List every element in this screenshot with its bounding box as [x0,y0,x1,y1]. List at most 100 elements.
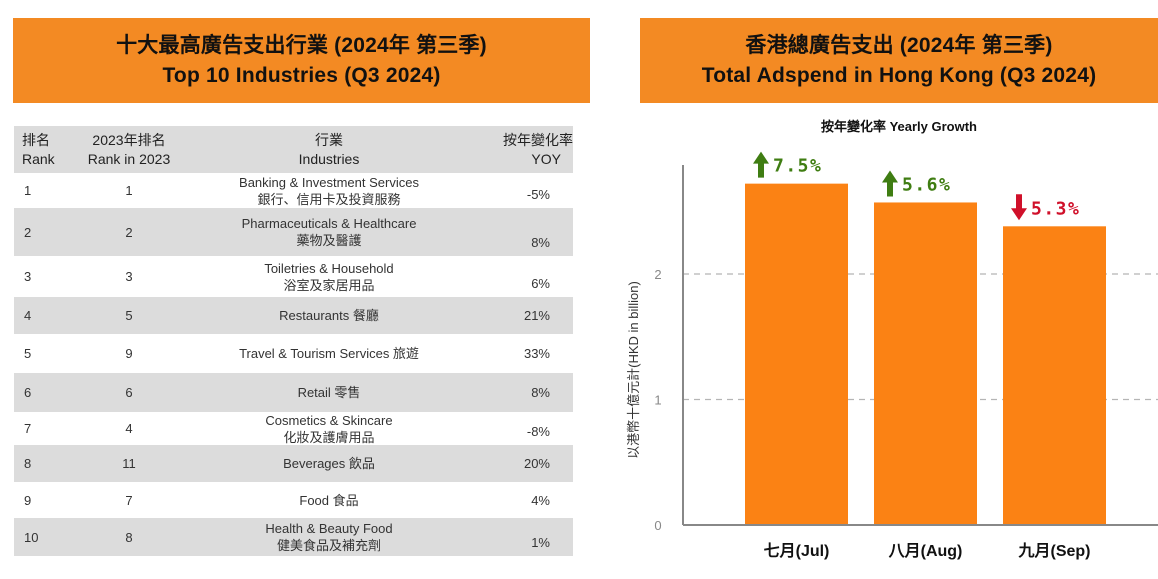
industry-cell: Cosmetics & Skincare 化妝及護膚用品 [184,412,474,445]
header-rank: 排名 Rank [22,126,62,173]
table-row: 8 11 Beverages 飲品 20% [14,445,573,482]
y-tick-label: 1 [654,393,661,408]
header-industry-zh: 行業 [315,131,343,148]
yoy-cell: 21% [523,308,550,323]
total-adspend-title-en: Total Adspend in Hong Kong (Q3 2024) [701,63,1097,87]
header-rank-2023: 2023年排名 Rank in 2023 [84,126,174,173]
yoy-data-label: 7.5% [773,156,822,177]
yoy-cell: 8% [531,235,550,250]
industry-cell: Health & Beauty Food 健美食品及補充劑 [184,518,474,556]
yoy-cell: 1% [531,535,550,550]
header-yoy-en: YOY [531,150,561,167]
arrow-up-icon [753,151,769,178]
industry-name-en: Toiletries & Household [264,260,394,276]
rank-cell: 7 [24,421,32,436]
rank-2023-cell: 6 [125,385,133,400]
yoy-cell: 20% [523,456,550,471]
rank-2023-cell: 2 [125,224,133,240]
table-row: 2 2 Pharmaceuticals & Healthcare 藥物及醫護 8% [14,208,573,256]
yoy-cell: -8% [526,424,550,439]
yoy-cell: -5% [526,187,550,202]
top-industries-title-zh: 十大最高廣告支出行業 (2024年 第三季) [116,33,487,57]
rank-2023-cell: 7 [125,492,133,508]
industry-name-zh: 化妝及護膚用品 [283,429,375,445]
arrow-up-icon [882,170,898,197]
rank-2023-cell: 5 [125,308,133,323]
rank-cell: 5 [24,346,32,361]
y-axis-title: 以港幣十億元計(HKD in billion) [626,281,641,459]
adspend-bar-chart: 0 1 2 七月(Jul) 八月(Aug) 九月(Sep) 7.5% 5.6% 5.3% 以港幣十… [626,151,1158,560]
yoy-cell: 6% [531,276,550,291]
industry-cell: Retail 零售 [184,373,474,412]
table-header-row: 排名 Rank 2023年排名 Rank in 2023 行業 Industri… [14,126,573,173]
top-industries-title-en: Top 10 Industries (Q3 2024) [162,63,441,87]
rank-2023-cell: 3 [125,269,133,284]
x-category-label: 九月(Sep) [1017,542,1090,560]
header-yoy: 按年變化率 YOY [482,126,573,173]
rank-cell: 8 [24,456,32,471]
industry-name-en: Banking & Investment Services [239,174,419,190]
rank-2023-cell: 11 [122,456,136,471]
table-row: 4 5 Restaurants 餐廳 21% [14,297,573,334]
rank-cell: 4 [24,308,32,323]
industry-name-en: Health & Beauty Food [265,521,393,536]
header-rank-zh: 排名 [22,131,50,148]
chart-title: 按年變化率 Yearly Growth [820,119,978,134]
rank-2023-cell: 1 [125,183,133,198]
industry-name-zh: 浴室及家居用品 [283,277,375,293]
industry-cell: Pharmaceuticals & Healthcare 藥物及醫護 [184,208,474,256]
industry-name-en: Beverages 飲品 [283,456,375,471]
industry-name-en: Pharmaceuticals & Healthcare [241,216,417,231]
rank-2023-cell: 9 [125,346,133,361]
yoy-cell: 33% [523,346,550,361]
industry-name-en: Retail 零售 [297,385,361,400]
industry-name-zh: 藥物及醫護 [296,233,362,248]
industry-name-zh: 健美食品及補充劑 [276,538,381,553]
industry-cell: Travel & Tourism Services 旅遊 [184,334,474,373]
table-row: 6 6 Retail 零售 8% [14,373,573,412]
header-industry-en: Industries [298,150,360,167]
industry-cell: Banking & Investment Services 銀行、信用卡及投資服務 [184,173,474,208]
industry-name-en: Cosmetics & Skincare [265,412,393,428]
industry-name-zh: 銀行、信用卡及投資服務 [257,191,401,207]
table-row: 10 8 Health & Beauty Food 健美食品及補充劑 1% [14,518,573,556]
top-industries-banner: 十大最高廣告支出行業 (2024年 第三季) Top 10 Industries… [13,18,590,103]
header-yoy-zh: 按年變化率 [503,131,573,148]
table-row: 3 3 Toiletries & Household 浴室及家居用品 6% [14,256,573,297]
yoy-data-label: 5.6% [902,174,951,195]
rank-2023-cell: 4 [125,421,133,436]
table-row: 1 1 Banking & Investment Services 銀行、信用卡及投資… [14,173,573,208]
bar-0 [745,183,848,525]
y-tick-label: 2 [654,267,661,282]
x-category-label: 七月(Jul) [764,542,830,560]
yoy-cell: 8% [531,385,550,400]
rank-cell: 9 [24,492,32,508]
total-adspend-title-zh: 香港總廣告支出 (2024年 第三季) [745,33,1053,57]
header-rank-2023-zh: 2023年排名 [92,131,166,148]
rank-cell: 10 [24,529,39,545]
bar-1 [874,202,977,525]
header-industry: 行業 Industries [184,126,474,173]
rank-cell: 3 [24,269,32,284]
rank-2023-cell: 8 [125,529,133,545]
industry-name-en: Restaurants 餐廳 [279,308,379,323]
yoy-data-label: 5.3% [1031,198,1080,219]
industry-cell: Toiletries & Household 浴室及家居用品 [184,256,474,297]
header-rank-en: Rank [22,150,55,167]
yoy-cell: 4% [531,492,550,508]
industry-cell: Food 食品 [184,482,474,518]
table-row: 5 9 Travel & Tourism Services 旅遊 33% [14,334,573,373]
arrow-down-icon [1011,194,1027,221]
total-adspend-banner: 香港總廣告支出 (2024年 第三季) Total Adspend in Hon… [640,18,1158,103]
header-rank-2023-en: Rank in 2023 [87,150,171,167]
table-row: 9 7 Food 食品 4% [14,482,573,518]
industry-name-en: Travel & Tourism Services 旅遊 [239,346,419,361]
rank-cell: 1 [24,183,32,198]
industry-name-en: Food 食品 [299,492,359,508]
y-tick-label: 0 [654,518,661,533]
rank-cell: 2 [24,224,32,240]
rank-cell: 6 [24,385,32,400]
industry-cell: Beverages 飲品 [184,445,474,482]
table-row: 7 4 Cosmetics & Skincare 化妝及護膚用品 -8% [14,412,573,445]
industry-cell: Restaurants 餐廳 [184,297,474,334]
